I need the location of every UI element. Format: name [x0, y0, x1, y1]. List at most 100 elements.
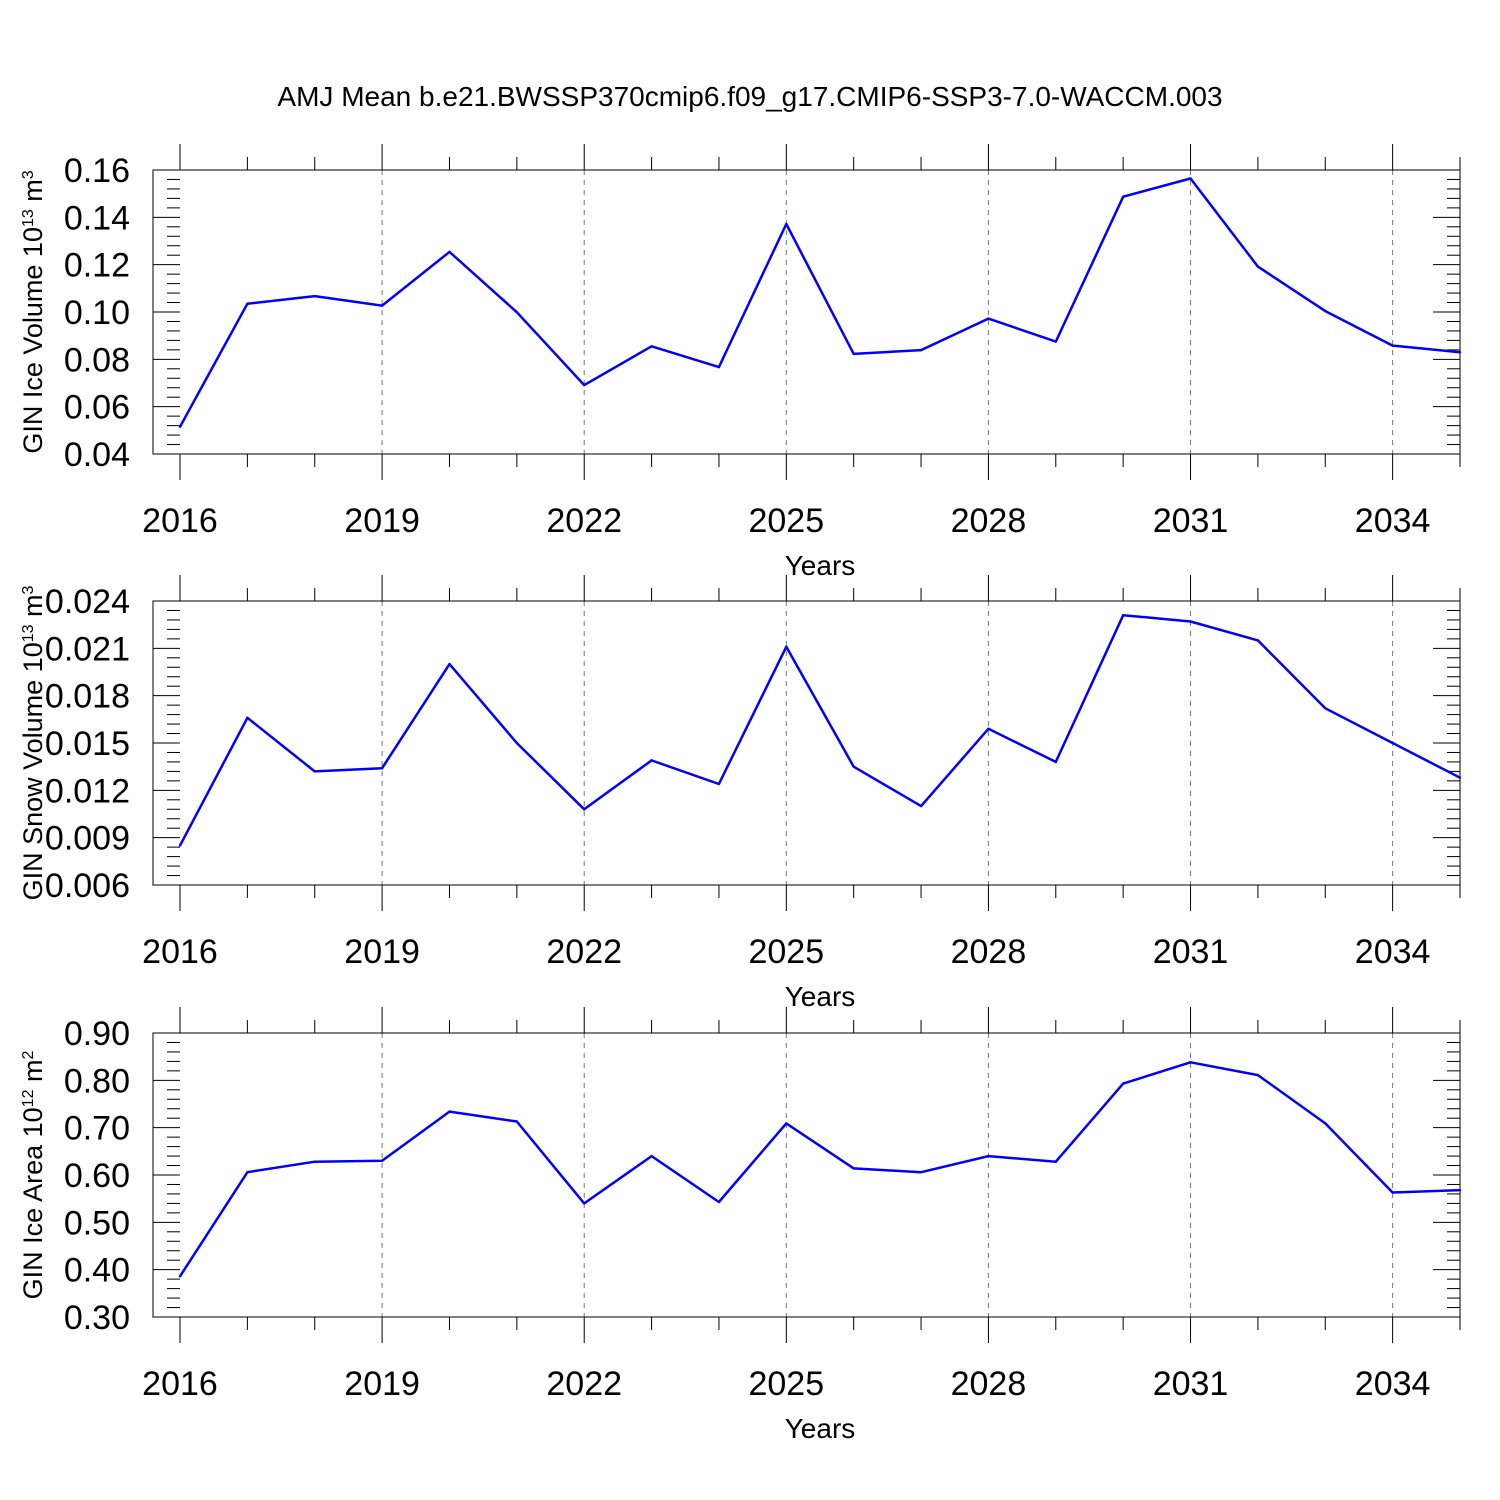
y-tick-label: 0.16: [64, 152, 130, 190]
data-point: [313, 770, 316, 773]
plot-frame: [152, 600, 1461, 886]
data-point: [1054, 1160, 1057, 1163]
data-point: [852, 1167, 855, 1170]
x-tick-label: 2016: [142, 1365, 218, 1403]
data-point: [987, 317, 990, 320]
data-point: [515, 741, 519, 745]
data-point: [1324, 309, 1327, 313]
data-point: [919, 1170, 923, 1174]
data-point: [1121, 1082, 1125, 1085]
x-tick-label: 2031: [1153, 502, 1229, 540]
series-line: [178, 1061, 1461, 1277]
data-point: [852, 352, 855, 356]
y-tick-label: 0.50: [64, 1204, 130, 1242]
y-tick-label: 0.012: [45, 772, 130, 810]
data-point: [1189, 177, 1192, 180]
panel-3: 0.30 0.40 0.50 0.60 0.70 0.80 0.90 2016 2019 2022…: [18, 1007, 1462, 1444]
data-point: [1458, 351, 1462, 354]
data-point: [650, 345, 653, 348]
x-tick-label: 2019: [344, 1365, 420, 1403]
y-tick-label: 0.10: [64, 294, 130, 332]
data-point: [583, 1202, 586, 1205]
y-tick-label: 0.021: [45, 630, 130, 668]
x-tick-label: 2025: [748, 933, 824, 971]
x-tick-label: 2025: [748, 502, 824, 540]
data-point: [717, 1200, 721, 1204]
x-axis-label: Years: [785, 1413, 856, 1444]
data-point: [380, 304, 384, 307]
data-point: [1256, 1073, 1260, 1077]
x-tick-label: 2034: [1355, 1365, 1431, 1403]
data-point: [1324, 1122, 1327, 1125]
data-point: [1324, 707, 1327, 710]
series-line: [178, 613, 1461, 847]
x-axis-label: Years: [785, 550, 856, 581]
data-point: [785, 1122, 788, 1125]
data-point: [515, 1120, 519, 1123]
x-tick-label: 2031: [1153, 933, 1229, 971]
y-tick-label: 0.018: [45, 678, 130, 716]
data-point: [1458, 776, 1462, 779]
y-tick-label: 0.009: [45, 820, 130, 858]
data-point: [650, 759, 653, 762]
x-tick-label: 2028: [951, 933, 1027, 971]
data-point: [1121, 195, 1125, 198]
x-tick-label: 2025: [748, 1365, 824, 1403]
data-point: [785, 222, 788, 226]
y-axis-label: GIN Ice Volume 1013 m3: [18, 170, 48, 453]
y-tick-label: 0.06: [64, 389, 130, 427]
y-tick-label: 0.006: [45, 867, 130, 905]
data-point: [380, 767, 384, 770]
x-tick-label: 2022: [546, 502, 622, 540]
data-point: [1391, 1191, 1394, 1194]
data-point: [852, 765, 855, 768]
panel-1: 0.04 0.06 0.08 0.10 0.12 0.14 0.16 2016 2019 2022…: [18, 144, 1462, 581]
y-tick-label: 0.015: [45, 725, 130, 763]
data-point: [1054, 760, 1057, 764]
y-tick-label: 0.08: [64, 341, 130, 379]
data-point: [246, 716, 249, 719]
data-point: [178, 844, 182, 847]
y-tick-label: 0.04: [64, 436, 130, 474]
data-point: [987, 727, 990, 730]
data-point: [178, 425, 182, 428]
data-point: [1189, 1061, 1192, 1064]
data-point: [246, 1170, 249, 1174]
data-point: [1256, 639, 1260, 642]
x-tick-label: 2028: [951, 1365, 1027, 1403]
data-point: [583, 383, 586, 387]
data-point: [313, 294, 316, 298]
data-point: [717, 365, 721, 369]
x-axis-label: Years: [785, 981, 856, 1012]
series-line: [178, 177, 1461, 428]
x-tick-label: 2022: [546, 933, 622, 971]
panels: 0.04 0.06 0.08 0.10 0.12 0.14 0.16 2016 2019 2022…: [18, 144, 1462, 1444]
x-tick-label: 2028: [951, 502, 1027, 540]
data-point: [1256, 265, 1260, 268]
y-tick-label: 0.80: [64, 1062, 130, 1100]
panel-2: 0.006 0.009 0.012 0.015 0.018 0.021 0.024 2016 2…: [18, 575, 1462, 1012]
y-axis-label: GIN Ice Area 1012 m2: [18, 1051, 48, 1300]
data-point: [515, 311, 519, 314]
x-tick-label: 2016: [142, 933, 218, 971]
y-tick-label: 0.12: [64, 247, 130, 285]
x-tick-label: 2034: [1355, 933, 1431, 971]
x-tick-label: 2019: [344, 933, 420, 971]
data-point: [1391, 741, 1394, 745]
y-tick-label: 0.30: [64, 1299, 130, 1337]
data-point: [650, 1154, 653, 1158]
data-point: [178, 1275, 182, 1278]
data-point: [380, 1159, 384, 1163]
x-tick-label: 2019: [344, 502, 420, 540]
y-tick-label: 0.024: [45, 583, 130, 621]
x-tick-label: 2016: [142, 502, 218, 540]
data-point: [448, 662, 451, 666]
plot-frame: [152, 169, 1461, 455]
data-point: [987, 1154, 990, 1158]
y-tick-label: 0.70: [64, 1110, 130, 1148]
data-point: [313, 1160, 316, 1163]
data-point: [1189, 620, 1192, 623]
data-point: [448, 1110, 451, 1113]
y-tick-label: 0.14: [64, 199, 130, 237]
